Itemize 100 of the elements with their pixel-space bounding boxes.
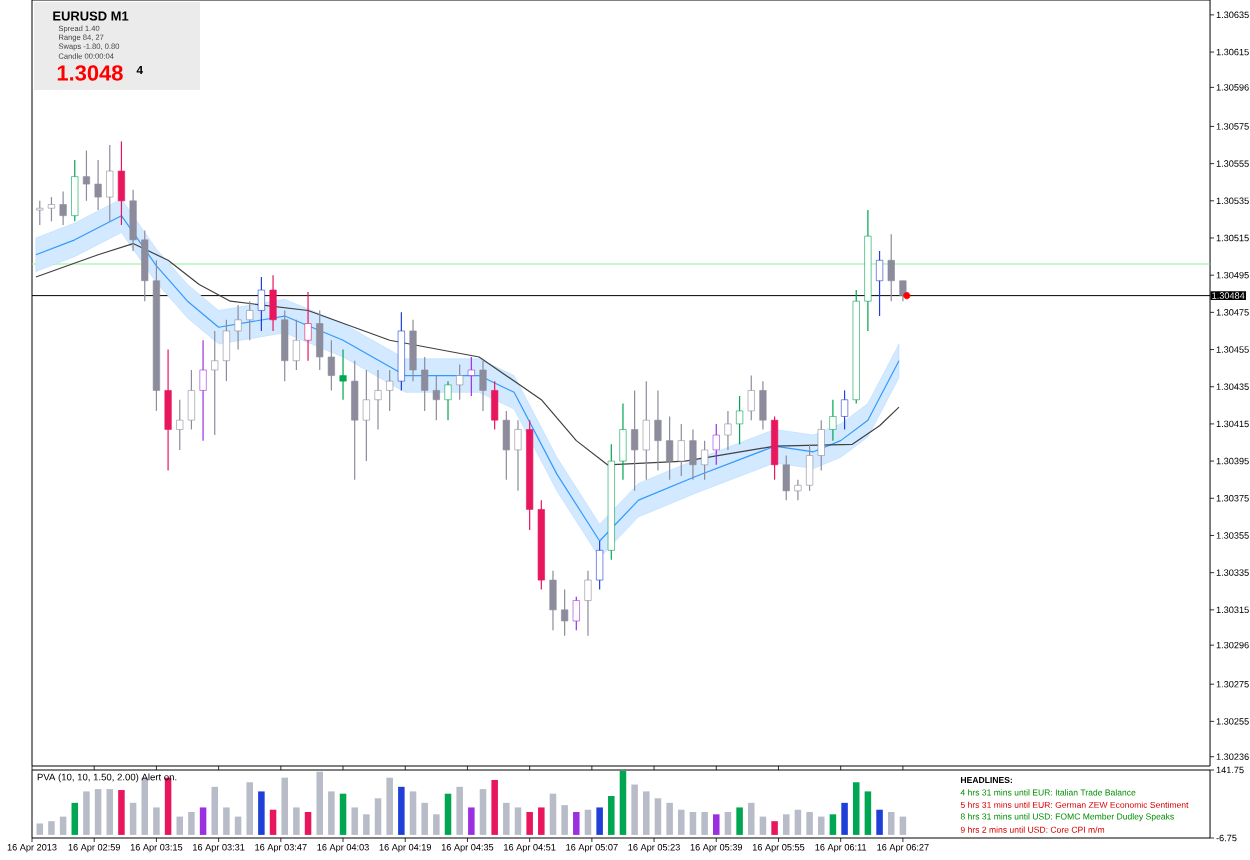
bar bbox=[666, 802, 673, 835]
candlestick bbox=[724, 410, 732, 451]
bar bbox=[678, 809, 685, 835]
annotation: 1.3048 bbox=[57, 65, 123, 81]
bar bbox=[829, 814, 837, 835]
candlestick bbox=[689, 428, 697, 481]
candlestick bbox=[479, 360, 487, 412]
bar bbox=[36, 823, 44, 835]
candlestick bbox=[491, 380, 499, 431]
candlestick bbox=[899, 280, 907, 302]
bar bbox=[339, 793, 347, 835]
bar bbox=[514, 807, 522, 835]
bar bbox=[211, 786, 218, 835]
bar bbox=[141, 777, 149, 835]
bar bbox=[782, 814, 790, 835]
candlestick bbox=[199, 339, 207, 442]
candlestick bbox=[794, 479, 802, 501]
bar bbox=[887, 812, 895, 835]
bar bbox=[328, 791, 335, 835]
candlestick bbox=[444, 380, 452, 421]
bar bbox=[526, 812, 533, 835]
bar bbox=[281, 777, 288, 835]
candlestick bbox=[829, 399, 837, 442]
bar bbox=[608, 795, 615, 835]
candlestick bbox=[36, 200, 44, 226]
bar bbox=[351, 807, 358, 835]
bar bbox=[304, 812, 312, 835]
bar bbox=[199, 807, 207, 835]
bar bbox=[817, 816, 825, 835]
bar bbox=[841, 802, 848, 835]
candlestick bbox=[771, 415, 779, 481]
bar bbox=[852, 782, 860, 835]
bar bbox=[561, 805, 568, 835]
bar bbox=[654, 798, 662, 835]
bar bbox=[223, 807, 230, 835]
bar bbox=[94, 789, 102, 835]
bar bbox=[596, 807, 603, 835]
candlestick bbox=[654, 389, 662, 471]
bar bbox=[153, 807, 160, 835]
candlestick bbox=[572, 596, 580, 631]
bar bbox=[293, 807, 300, 835]
bar bbox=[747, 802, 755, 835]
candlestick bbox=[514, 419, 522, 492]
bar bbox=[584, 809, 592, 835]
bar bbox=[491, 779, 498, 835]
bar bbox=[433, 814, 440, 835]
candlestick bbox=[584, 570, 592, 637]
bar bbox=[164, 777, 172, 835]
bar bbox=[701, 812, 708, 835]
bar bbox=[899, 816, 907, 835]
bar bbox=[444, 793, 452, 835]
bar bbox=[421, 802, 428, 835]
bar bbox=[759, 816, 767, 835]
candlestick bbox=[129, 189, 137, 252]
bar bbox=[468, 807, 475, 835]
bar bbox=[246, 782, 253, 835]
candlestick bbox=[374, 369, 382, 431]
candlestick bbox=[782, 454, 790, 501]
bar bbox=[724, 812, 732, 835]
bar bbox=[118, 790, 125, 835]
candlestick bbox=[59, 190, 67, 226]
bar bbox=[59, 816, 67, 835]
candlestick bbox=[841, 389, 849, 431]
candlestick bbox=[106, 144, 114, 222]
bar bbox=[643, 791, 650, 835]
bar bbox=[188, 812, 195, 835]
candlestick bbox=[502, 410, 510, 481]
bar bbox=[106, 789, 114, 835]
bar bbox=[83, 791, 90, 835]
bar bbox=[129, 802, 137, 835]
bar bbox=[176, 816, 184, 835]
candlestick bbox=[141, 229, 149, 302]
bar bbox=[374, 798, 382, 835]
bar bbox=[479, 789, 487, 835]
bar bbox=[258, 791, 265, 835]
bar bbox=[771, 821, 778, 835]
candlestick bbox=[234, 304, 242, 351]
candlestick bbox=[71, 159, 79, 222]
candlestick bbox=[94, 159, 102, 211]
bar bbox=[538, 807, 545, 835]
bar bbox=[864, 791, 872, 835]
line-series bbox=[35, 242, 900, 466]
candlestick bbox=[409, 319, 417, 382]
bar bbox=[71, 802, 79, 835]
bar bbox=[386, 777, 393, 835]
bar bbox=[398, 786, 405, 835]
bar bbox=[503, 802, 510, 835]
candlestick bbox=[817, 419, 825, 471]
bar bbox=[876, 809, 883, 835]
bar bbox=[806, 812, 813, 835]
bar bbox=[269, 809, 277, 835]
bar bbox=[689, 812, 697, 835]
bar bbox=[619, 770, 627, 835]
bar bbox=[316, 771, 323, 835]
bar bbox=[713, 814, 720, 835]
bar bbox=[234, 816, 242, 835]
candlestick bbox=[619, 402, 627, 481]
bar bbox=[409, 791, 417, 835]
bar bbox=[736, 807, 743, 835]
candlestick bbox=[876, 250, 884, 317]
